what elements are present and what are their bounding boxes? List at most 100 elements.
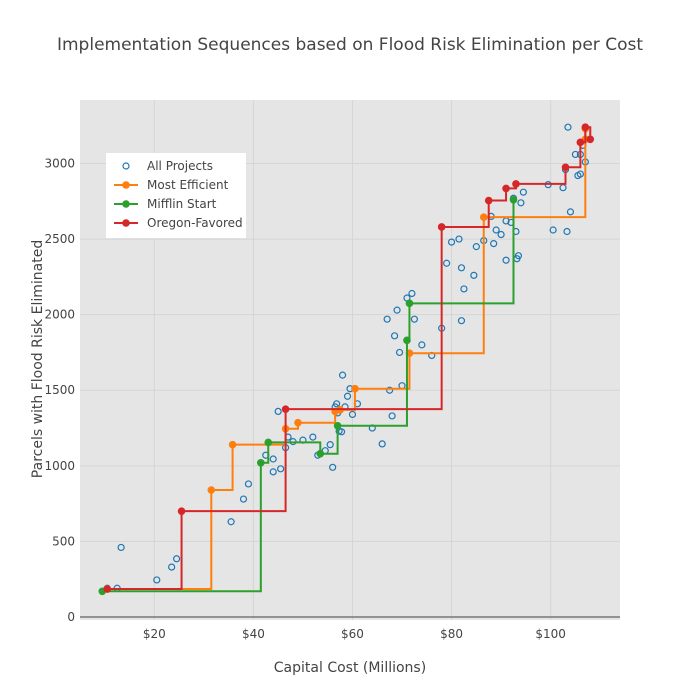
data-point-all-projects bbox=[326, 441, 334, 449]
data-point-all-projects bbox=[514, 252, 523, 260]
data-point-all-projects bbox=[492, 226, 500, 234]
legend-item-most-efficient: Most Efficient bbox=[114, 178, 229, 192]
data-point-all-projects bbox=[564, 123, 572, 131]
data-point-most-efficient bbox=[351, 384, 359, 393]
data-point-all-projects bbox=[348, 410, 357, 419]
data-point-all-projects bbox=[457, 264, 466, 272]
data-point-all-projects bbox=[455, 235, 463, 243]
data-point-all-projects bbox=[502, 256, 510, 264]
data-point-oregon-favored bbox=[576, 138, 585, 147]
data-point-mifflin-start bbox=[316, 449, 325, 458]
data-point-all-projects bbox=[447, 238, 456, 246]
y-tick-label: 500 bbox=[52, 534, 75, 548]
data-point-all-projects bbox=[388, 412, 396, 420]
legend-item-all-projects: All Projects bbox=[122, 159, 213, 173]
series-oregon-favored bbox=[103, 123, 595, 593]
y-tick-label: 1000 bbox=[44, 459, 75, 473]
legend-label: All Projects bbox=[147, 159, 213, 173]
legend-label: Oregon-Favored bbox=[147, 216, 243, 230]
data-point-most-efficient bbox=[294, 418, 302, 427]
data-point-all-projects bbox=[168, 563, 176, 571]
y-tick-label: 0 bbox=[67, 610, 75, 624]
data-point-oregon-favored bbox=[484, 196, 493, 205]
data-point-oregon-favored bbox=[177, 507, 186, 515]
data-point-most-efficient bbox=[228, 440, 237, 449]
data-point-mifflin-start bbox=[257, 458, 265, 467]
data-point-all-projects bbox=[390, 332, 399, 340]
data-point-most-efficient bbox=[479, 213, 488, 221]
data-point-all-projects bbox=[566, 208, 575, 216]
data-point-all-projects bbox=[497, 230, 505, 239]
y-tick-label: 2500 bbox=[44, 232, 75, 246]
legend-label: Mifflin Start bbox=[147, 197, 217, 211]
data-point-all-projects bbox=[153, 576, 161, 584]
series-mifflin-start bbox=[98, 195, 518, 596]
data-point-all-projects bbox=[410, 315, 419, 323]
y-axis-title: Parcels with Flood Risk Eliminated bbox=[30, 240, 46, 478]
series-all-projects bbox=[103, 123, 589, 592]
data-point-all-projects bbox=[383, 315, 391, 323]
y-tick-label: 3000 bbox=[44, 156, 75, 170]
data-point-all-projects bbox=[418, 341, 426, 349]
x-tick-label: $20 bbox=[143, 627, 166, 641]
data-point-all-projects bbox=[549, 226, 557, 234]
legend-swatch-marker bbox=[122, 181, 130, 189]
data-point-mifflin-start bbox=[405, 299, 414, 308]
data-point-mifflin-start bbox=[264, 438, 273, 447]
legend: All Projects Most Efficient Mifflin Start O… bbox=[106, 153, 246, 238]
x-tick-label: $100 bbox=[535, 627, 566, 641]
legend-label: Most Efficient bbox=[147, 178, 229, 192]
x-tick-label: $80 bbox=[440, 627, 463, 641]
data-point-all-projects bbox=[457, 317, 466, 325]
data-point-all-projects bbox=[460, 285, 468, 293]
grid-lines bbox=[80, 100, 620, 620]
data-point-all-projects bbox=[395, 348, 404, 357]
legend-item-oregon-favored: Oregon-Favored bbox=[114, 216, 243, 230]
data-point-all-projects bbox=[338, 371, 347, 379]
data-point-all-projects bbox=[443, 259, 451, 267]
data-point-all-projects bbox=[519, 188, 527, 196]
x-tick-label: $60 bbox=[341, 627, 364, 641]
data-point-all-projects bbox=[571, 150, 580, 159]
data-point-all-projects bbox=[408, 289, 416, 298]
axes: $20 $40 $60 $80 $100 0 500 1000 1500 2000 2500 3000 bbox=[44, 156, 620, 641]
y-tick-label: 1500 bbox=[44, 383, 75, 397]
data-point-mifflin-start bbox=[509, 195, 518, 204]
data-point-oregon-favored bbox=[581, 123, 590, 132]
data-point-all-projects bbox=[329, 463, 337, 471]
data-point-mifflin-start bbox=[333, 421, 342, 430]
x-tick-label: $40 bbox=[242, 627, 265, 641]
data-point-all-projects bbox=[277, 465, 285, 473]
data-point-oregon-favored bbox=[437, 223, 446, 231]
legend-swatch-marker bbox=[122, 200, 130, 208]
y-tick-label: 2000 bbox=[44, 308, 75, 322]
data-point-all-projects bbox=[333, 400, 341, 408]
legend-swatch-marker bbox=[122, 219, 130, 227]
data-point-all-projects bbox=[173, 555, 181, 563]
data-point-all-projects bbox=[239, 495, 248, 503]
data-point-all-projects bbox=[244, 480, 253, 488]
data-point-most-efficient bbox=[207, 486, 216, 494]
data-point-all-projects bbox=[269, 455, 277, 463]
data-point-all-projects bbox=[472, 243, 480, 251]
data-point-oregon-favored bbox=[281, 405, 290, 413]
data-point-all-projects bbox=[269, 468, 277, 476]
data-point-all-projects bbox=[576, 170, 584, 178]
data-point-mifflin-start bbox=[403, 336, 411, 345]
legend-item-mifflin-start: Mifflin Start bbox=[114, 197, 217, 211]
data-point-all-projects bbox=[393, 306, 401, 314]
legend-swatch-marker bbox=[122, 162, 130, 170]
data-point-oregon-favored bbox=[103, 585, 112, 593]
data-point-all-projects bbox=[343, 392, 352, 400]
x-axis-title: Capital Cost (Millions) bbox=[274, 660, 426, 676]
data-point-all-projects bbox=[517, 199, 525, 207]
chart-title: Implementation Sequences based on Flood … bbox=[57, 35, 643, 55]
data-point-oregon-favored bbox=[561, 163, 570, 172]
data-point-oregon-favored bbox=[586, 135, 595, 144]
series-group bbox=[98, 123, 595, 596]
data-point-all-projects bbox=[274, 407, 282, 415]
data-point-oregon-favored bbox=[502, 184, 510, 193]
data-point-all-projects bbox=[117, 543, 125, 552]
